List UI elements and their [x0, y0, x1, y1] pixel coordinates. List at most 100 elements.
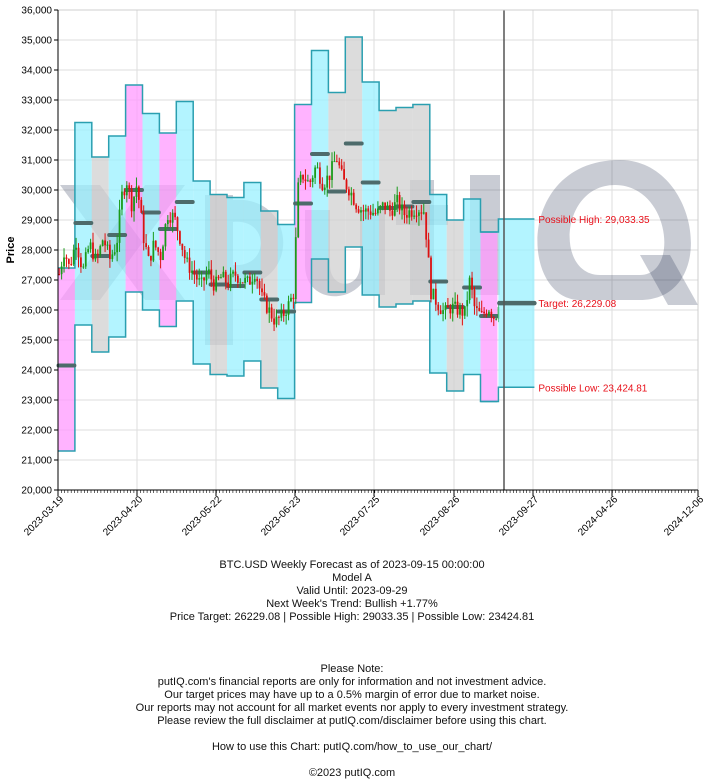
candle-body — [389, 205, 391, 211]
candle-body — [227, 282, 230, 288]
candle-body — [60, 266, 63, 275]
candle-body — [261, 288, 263, 293]
disclaimer-line: putIQ.com's financial reports are only f… — [157, 676, 547, 688]
forecast-upper-edge — [480, 218, 535, 233]
candle-body — [471, 277, 473, 290]
candle-body — [475, 306, 478, 308]
report-title: BTC.USD Weekly Forecast as of 2023-09-15… — [219, 559, 485, 571]
candle-body — [490, 311, 493, 318]
forecast-band: Possible High: 29,033.35 Target: 26,229.0… — [480, 10, 650, 490]
disclaimer-line: Our reports may not account for all mark… — [135, 702, 569, 714]
x-tick-label: 2023-05-22 — [180, 494, 224, 538]
valid-until: Valid Until: 2023-09-29 — [296, 585, 408, 597]
candle-body — [116, 242, 119, 253]
candle-body — [355, 204, 358, 210]
candle-body — [166, 220, 169, 225]
candle-body — [430, 257, 432, 300]
candle-body — [106, 244, 109, 246]
candle-body — [80, 257, 82, 268]
candle-body — [270, 307, 273, 319]
candle-body — [376, 208, 379, 214]
week-band — [362, 82, 380, 295]
candle-body — [456, 301, 459, 315]
candle-body — [193, 270, 196, 275]
candle-body — [396, 195, 399, 203]
candle-body — [350, 192, 353, 196]
how-to-use-link: How to use this Chart: putIQ.com/how_to_… — [211, 741, 493, 753]
candle-body — [118, 209, 121, 243]
candle-body — [314, 167, 317, 178]
candle-body — [207, 269, 210, 274]
y-tick-label: 22,000 — [21, 426, 52, 437]
candle-body — [374, 212, 377, 214]
candle-body — [212, 279, 215, 291]
candle-body — [244, 277, 246, 283]
candle-body — [65, 257, 68, 260]
candle-body — [63, 257, 65, 267]
y-tick-label: 25,000 — [21, 336, 52, 347]
candle-body — [101, 240, 104, 246]
candle-body — [169, 220, 172, 223]
weekly-bands — [58, 36, 498, 452]
candle-body — [432, 288, 435, 300]
candle-body — [326, 175, 329, 188]
candle-body — [495, 318, 498, 320]
candle-body — [454, 301, 457, 304]
candle-body — [418, 212, 420, 216]
candle-body — [444, 305, 447, 311]
candle-body — [154, 240, 157, 248]
candle-body — [246, 276, 249, 278]
target-label: Target: 26,229.08 — [538, 299, 616, 310]
candle-body — [302, 174, 304, 180]
candle-body — [427, 239, 430, 258]
candle-body — [113, 252, 116, 255]
candle-body — [447, 305, 449, 308]
candle-body — [239, 282, 242, 284]
candle-body — [195, 274, 198, 280]
candle-body — [331, 161, 333, 180]
candle-body — [391, 210, 394, 216]
candle-body — [294, 237, 297, 300]
candle-body — [360, 210, 362, 213]
x-tick-label: 2023-09-27 — [497, 494, 541, 538]
y-tick-label: 30,000 — [21, 186, 52, 197]
candle-body — [67, 259, 70, 264]
candle-body — [333, 161, 336, 163]
candle-body — [442, 310, 444, 314]
forecast-lower-edge — [480, 386, 535, 403]
candle-body — [273, 318, 275, 325]
candle-body — [381, 202, 384, 207]
candle-body — [164, 224, 167, 247]
candle-body — [157, 247, 160, 252]
candle-body — [224, 271, 227, 283]
candle-body — [253, 278, 256, 282]
next-week-trend: Next Week's Trend: Bullish +1.77% — [266, 598, 438, 610]
candle-body — [459, 306, 461, 315]
candle-body — [297, 182, 300, 238]
candle-body — [384, 202, 387, 210]
disclaimer-line: Our target prices may have up to a 0.5% … — [164, 689, 540, 701]
x-tick-label: 2024-12-06 — [662, 494, 704, 538]
candle-body — [70, 263, 73, 265]
candle-body — [425, 212, 428, 240]
candle-body — [249, 276, 251, 285]
candle-body — [364, 208, 367, 212]
candle-body — [282, 309, 285, 316]
candle-body — [147, 247, 150, 256]
candle-body — [84, 252, 87, 267]
candle-body — [186, 257, 189, 259]
candle-body — [104, 240, 106, 246]
candle-body — [111, 254, 114, 260]
x-tick-label: 2023-04-20 — [101, 494, 145, 538]
candle-body — [203, 277, 205, 281]
candle-body — [75, 247, 77, 250]
candle-body — [77, 247, 80, 258]
candle-body — [386, 205, 389, 210]
y-tick-label: 29,000 — [21, 216, 52, 227]
candle-body — [142, 212, 145, 244]
candle-body — [335, 161, 338, 163]
y-tick-label: 21,000 — [21, 456, 52, 467]
candle-body — [483, 311, 486, 314]
candle-body — [58, 274, 61, 275]
possible-high-label: Possible High: 29,033.35 — [538, 215, 650, 226]
